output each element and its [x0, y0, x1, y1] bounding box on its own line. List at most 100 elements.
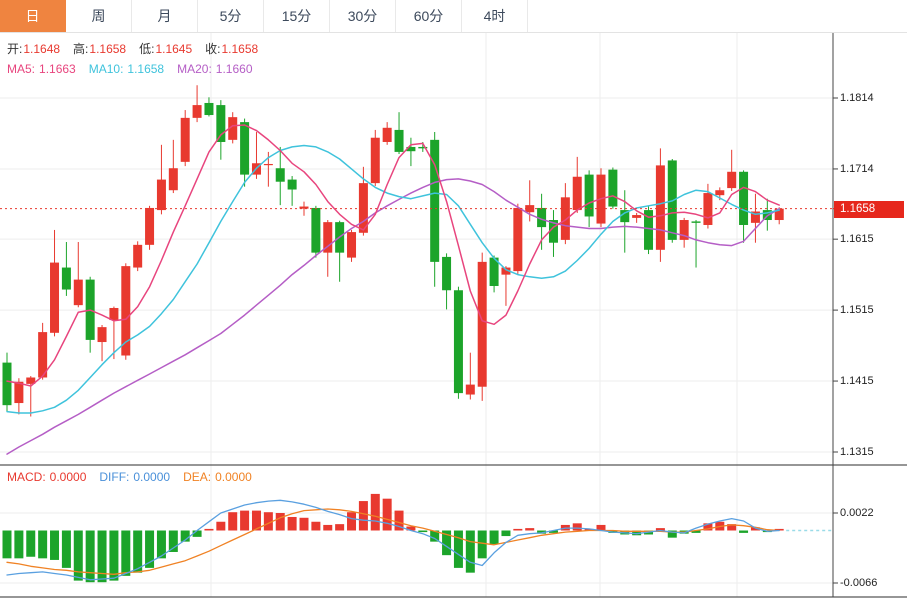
macd-bar [85, 530, 95, 583]
legend-ohlc-item: 高:1.1658 [73, 42, 126, 56]
legend-ma-item: MA20: 1.1660 [177, 62, 252, 76]
candle-body-54 [644, 210, 654, 250]
candle-body-23 [275, 168, 285, 182]
legend-label: MACD: [7, 470, 46, 484]
candle-body-65 [774, 208, 784, 221]
macd-bar [430, 530, 440, 542]
candle-body-2 [26, 377, 36, 384]
candle-body-6 [73, 279, 83, 306]
candle-body-51 [608, 169, 618, 207]
macd-bar [548, 530, 558, 533]
macd-bar [691, 530, 701, 533]
timeframe-tabs: 日周月 5分 15分 30分 60分 4时 [0, 0, 907, 33]
macd-bar [774, 528, 784, 531]
legend-value: 1.1658 [221, 42, 259, 56]
macd-bar [632, 530, 642, 536]
candle-body-10 [121, 266, 131, 356]
tab-timeframe-5[interactable]: 30分 [330, 0, 396, 32]
price-tick-label: 1.1615 [840, 233, 874, 246]
price-tick-label: 1.1515 [840, 304, 874, 317]
macd-bar [204, 528, 214, 531]
price-tick-label: 1.1415 [840, 375, 874, 388]
candle-body-27 [323, 222, 333, 253]
legend-label: DEA: [183, 470, 212, 484]
candle-body-34 [406, 146, 416, 152]
candle-body-5 [61, 267, 71, 290]
price-tick-label: 1.1714 [840, 162, 874, 175]
macd-bar [477, 530, 487, 559]
macd-bar [739, 530, 749, 533]
tab-timeframe-2[interactable]: 月 [132, 0, 198, 32]
macd-tick-label: -0.0066 [840, 577, 878, 589]
tab-timeframe-0[interactable]: 日 [0, 0, 66, 32]
tab-timeframe-7[interactable]: 4时 [462, 0, 528, 32]
macd-bar [133, 530, 143, 573]
macd-bar [703, 523, 713, 531]
candle-body-37 [442, 256, 452, 291]
candle-body-0 [2, 362, 12, 406]
macd-bar [347, 512, 357, 531]
candle-body-53 [632, 215, 642, 218]
macd-bar [2, 530, 12, 559]
macd-tick-label: 0.0022 [840, 506, 874, 519]
candle-body-30 [358, 183, 368, 233]
legend-label: 高: [73, 42, 89, 56]
candle-body-18 [216, 105, 226, 142]
ma5-line [6, 124, 780, 387]
macd-bar [370, 493, 380, 531]
candle-body-38 [453, 290, 463, 394]
candle-body-22 [263, 163, 273, 166]
candle-body-36 [430, 139, 440, 262]
candle-body-15 [180, 117, 190, 162]
candle-body-31 [370, 137, 380, 184]
ma10-line [6, 144, 780, 414]
macd-bar [263, 512, 273, 531]
candle-body-17 [204, 102, 214, 116]
candle-body-40 [477, 261, 487, 387]
legend-value: 0.0000 [49, 470, 87, 484]
candle-body-45 [537, 207, 547, 228]
macd-bar [216, 521, 226, 531]
macd-bar [275, 512, 285, 531]
candle-body-8 [97, 327, 107, 343]
candle-body-33 [394, 129, 404, 152]
candle-body-60 [715, 190, 725, 196]
macd-bar [50, 530, 60, 560]
legend-value: 1.1648 [23, 42, 61, 56]
legend-label: 收: [205, 42, 221, 56]
macd-bar [418, 530, 428, 533]
tab-timeframe-6[interactable]: 60分 [396, 0, 462, 32]
candle-body-16 [192, 105, 202, 118]
legend-macd-item: MACD: 0.0000 [7, 470, 86, 484]
legend-label: 开: [7, 42, 23, 56]
legend-ohlc-item: 开:1.1648 [7, 42, 60, 56]
macd-bar [335, 524, 345, 531]
candle-body-29 [347, 232, 357, 258]
legend-value: 1.1658 [127, 62, 165, 76]
macd-bar [513, 528, 523, 531]
candle-body-59 [703, 193, 713, 225]
tab-timeframe-4[interactable]: 15分 [264, 0, 330, 32]
macd-bar [14, 530, 24, 559]
candle-body-14 [168, 168, 178, 191]
macd-bar [382, 498, 392, 531]
legend-label: MA5: [7, 62, 36, 76]
tab-timeframe-1[interactable]: 周 [66, 0, 132, 32]
macd-bar [442, 530, 452, 556]
ma-legend: MA5: 1.1663 MA10: 1.1658 MA20: 1.1660 [7, 62, 266, 76]
macd-bar [323, 524, 333, 531]
legend-macd-item: DEA: 0.0000 [183, 470, 252, 484]
candle-body-12 [145, 207, 155, 245]
candle-body-41 [489, 257, 499, 286]
candle-body-58 [691, 221, 701, 223]
candle-body-63 [750, 211, 760, 223]
candle-body-20 [240, 122, 250, 175]
macd-bar [584, 528, 594, 531]
candle-body-13 [156, 179, 166, 211]
legend-value: 1.1663 [39, 62, 76, 76]
tab-timeframe-3[interactable]: 5分 [198, 0, 264, 32]
macd-bar [97, 530, 107, 583]
candle-body-11 [133, 244, 143, 268]
candle-body-46 [548, 220, 558, 243]
macd-bar [26, 530, 36, 557]
